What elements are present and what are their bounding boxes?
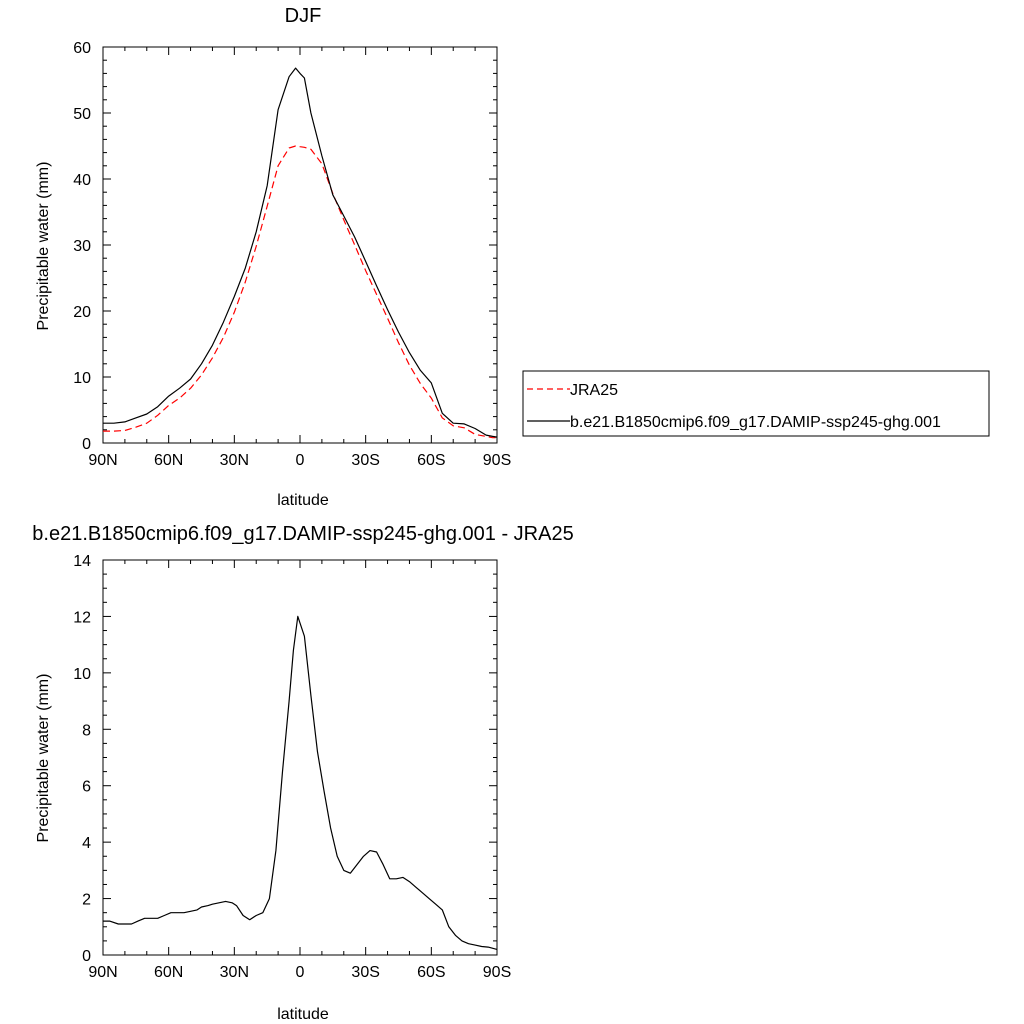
y-tick-label: 6 — [82, 779, 91, 796]
y-tick-label: 10 — [73, 370, 91, 387]
x-tick-label: 30S — [351, 964, 379, 981]
y-tick-label: 4 — [82, 835, 91, 852]
chart-title: DJF — [285, 5, 322, 27]
x-tick-label: 90S — [483, 964, 511, 981]
y-tick-label: 8 — [82, 722, 91, 739]
y-tick-label: 60 — [73, 40, 91, 57]
x-tick-label: 0 — [296, 452, 305, 469]
x-tick-label: 60S — [417, 452, 445, 469]
x-tick-label: 0 — [296, 964, 305, 981]
x-tick-label: 90N — [88, 964, 117, 981]
y-axis-label: Precipitable water (mm) — [35, 162, 52, 331]
series-line-1 — [103, 67, 498, 438]
y-tick-label: 20 — [73, 304, 91, 321]
series-line-0 — [103, 615, 498, 950]
x-tick-label: 60N — [154, 964, 183, 981]
x-tick-label: 30N — [220, 452, 249, 469]
y-tick-label: 2 — [82, 892, 91, 909]
x-tick-label: 90S — [483, 452, 511, 469]
y-tick-label: 40 — [73, 172, 91, 189]
x-tick-label: 30N — [220, 964, 249, 981]
y-tick-label: 14 — [73, 553, 91, 570]
legend-box — [522, 370, 990, 437]
legend: JRA25 b.e21.B1850cmip6.f09_g17.DAMIP-ssp… — [522, 370, 990, 437]
difference-line-chart: b.e21.B1850cmip6.f09_g17.DAMIP-ssp245-gh… — [32, 523, 573, 1023]
x-tick-label: 60S — [417, 964, 445, 981]
y-axis-label: Precipitable water (mm) — [35, 674, 52, 843]
y-tick-label: 0 — [82, 436, 91, 453]
y-tick-label: 50 — [73, 106, 91, 123]
plot-area: 90N 60N 30N 0 30S 60S 90S 0 2 4 6 8 10 12 14 — [73, 553, 511, 981]
y-tick-label: 30 — [73, 238, 91, 255]
plot-frame — [102, 46, 498, 444]
x-tick-label: 90N — [88, 452, 117, 469]
legend-label-model: b.e21.B1850cmip6.f09_g17.DAMIP-ssp245-gh… — [570, 414, 941, 431]
x-tick-label: 30S — [351, 452, 379, 469]
y-tick-label: 0 — [82, 948, 91, 965]
chart-title: b.e21.B1850cmip6.f09_g17.DAMIP-ssp245-gh… — [32, 523, 573, 545]
plot-frame — [102, 559, 498, 956]
y-tick-label: 12 — [73, 609, 91, 626]
y-tick-label: 10 — [73, 666, 91, 683]
djf-line-chart: DJF 90N 60N 30N 0 30S 60S 90S 0 10 20 30 40 50 60 lat… — [35, 5, 511, 509]
x-tick-label: 60N — [154, 452, 183, 469]
legend-label-jra25: JRA25 — [570, 382, 618, 399]
x-axis-label: latitude — [277, 492, 329, 509]
plot-area: 90N 60N 30N 0 30S 60S 90S 0 10 20 30 40 50 60 — [73, 40, 511, 469]
series-line-0 — [103, 145, 497, 439]
x-axis-label: latitude — [277, 1006, 329, 1023]
